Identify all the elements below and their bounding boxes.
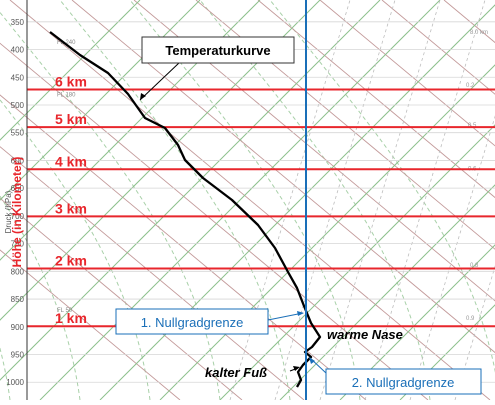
pressure-tick-label: 400 — [11, 46, 25, 55]
moist-adiabat-line — [269, 0, 495, 374]
isotherm-line — [399, 304, 495, 401]
cold-foot-arrowhead — [293, 366, 300, 371]
flight-level-label: FL 180 — [57, 93, 76, 99]
mixing-ratio-label: 0.9 — [466, 316, 475, 322]
mixing-ratio-line — [229, 0, 351, 401]
pressure-tick-label: 650 — [11, 184, 25, 193]
mixing-ratio-line — [274, 0, 396, 401]
dry-adiabat-line — [257, 0, 495, 199]
pressure-tick-label: 600 — [11, 156, 25, 165]
dry-adiabat-line — [381, 0, 495, 95]
pressure-tick-label: 800 — [11, 267, 25, 276]
second-freezing-arrowhead — [309, 357, 315, 364]
pressure-axis: Druck (hPa) Höhe (in Kilometer) — [4, 0, 28, 400]
pressure-tick-label: 900 — [11, 323, 25, 332]
flight-level-label: FL 50 — [57, 308, 73, 314]
pressure-tick-label: 1000 — [6, 378, 24, 387]
mixing-ratio-line — [364, 0, 486, 401]
flight-level-label: FL 240 — [57, 40, 76, 46]
pressure-tick-label: 450 — [11, 73, 25, 82]
temp-curve-arrowhead — [140, 93, 146, 100]
temp-curve-pointer — [139, 61, 181, 101]
pressure-axis-label: Druck (hPa) — [4, 190, 13, 233]
pressure-tick-label: 950 — [11, 351, 25, 360]
height-level-label: 2 km — [55, 253, 87, 269]
mixing-ratio-line — [319, 0, 441, 401]
height-level-label: 6 km — [55, 73, 87, 89]
isotherm-line — [279, 184, 495, 401]
height-level-label: 5 km — [55, 111, 87, 127]
temp-curve-label: Temperaturkurve — [165, 43, 270, 58]
warm-nose-label: warme Nase — [327, 327, 403, 342]
height-axis-label: Höhe (in Kilometer) — [10, 157, 24, 268]
second-freezing-label: 2. Nullgradgrenze — [352, 375, 455, 390]
mixing-ratio-label: 0.2 — [466, 83, 475, 89]
mixing-ratio-label: 0.8 — [470, 263, 479, 269]
dry-adiabat-line — [195, 0, 495, 250]
height-level-label: 3 km — [55, 200, 87, 216]
dry-adiabat-line — [443, 0, 495, 44]
isotherm-line — [0, 0, 381, 381]
isotherm-line — [0, 0, 321, 321]
isotherm-line — [339, 244, 495, 401]
second-freezing-box — [325, 368, 482, 395]
dry-adiabat-line — [133, 0, 495, 302]
moist-adiabat-line — [59, 0, 291, 401]
dry-adiabat-line — [9, 0, 491, 401]
pressure-tick-label: 350 — [11, 18, 25, 27]
isotherm-line — [219, 124, 495, 401]
first-freezing-pointer — [267, 312, 304, 321]
mixing-ratio-label: 8.0 km — [470, 30, 488, 36]
first-freezing-label: 1. Nullgradgrenze — [141, 315, 244, 330]
isotherm-line — [39, 0, 441, 401]
mixing-ratio-line — [454, 265, 495, 401]
annotation-layer: Temperaturkurve 1. Nullgradgrenze 2. Nul… — [115, 36, 482, 395]
isotherm-line — [0, 0, 141, 141]
moist-adiabat-line — [0, 11, 221, 401]
dry-adiabat-line — [71, 0, 495, 354]
isotherm-line — [0, 0, 201, 201]
isotherm-line — [0, 0, 261, 261]
temp-curve-box — [141, 36, 295, 64]
pressure-tick-label: 550 — [11, 129, 25, 138]
height-level-label: 4 km — [55, 153, 87, 169]
height-level-label: 1 km — [55, 310, 87, 326]
cold-foot-label: kalter Fuß — [205, 365, 267, 380]
dry-adiabat-line — [0, 249, 181, 401]
mixing-ratio-line — [409, 115, 495, 401]
dry-adiabat-line — [0, 42, 429, 401]
first-freezing-box — [115, 308, 269, 335]
dry-adiabat-line — [319, 0, 495, 147]
pressure-tick-label: 700 — [11, 212, 25, 221]
pressure-tick-label: 850 — [11, 295, 25, 304]
height-lines: 6 km 5 km 4 km 3 km 2 km 1 km — [27, 73, 495, 328]
pressure-tick-label: 750 — [11, 240, 25, 249]
first-freezing-arrowhead — [297, 311, 304, 316]
pressure-tick-label: 500 — [11, 101, 25, 110]
